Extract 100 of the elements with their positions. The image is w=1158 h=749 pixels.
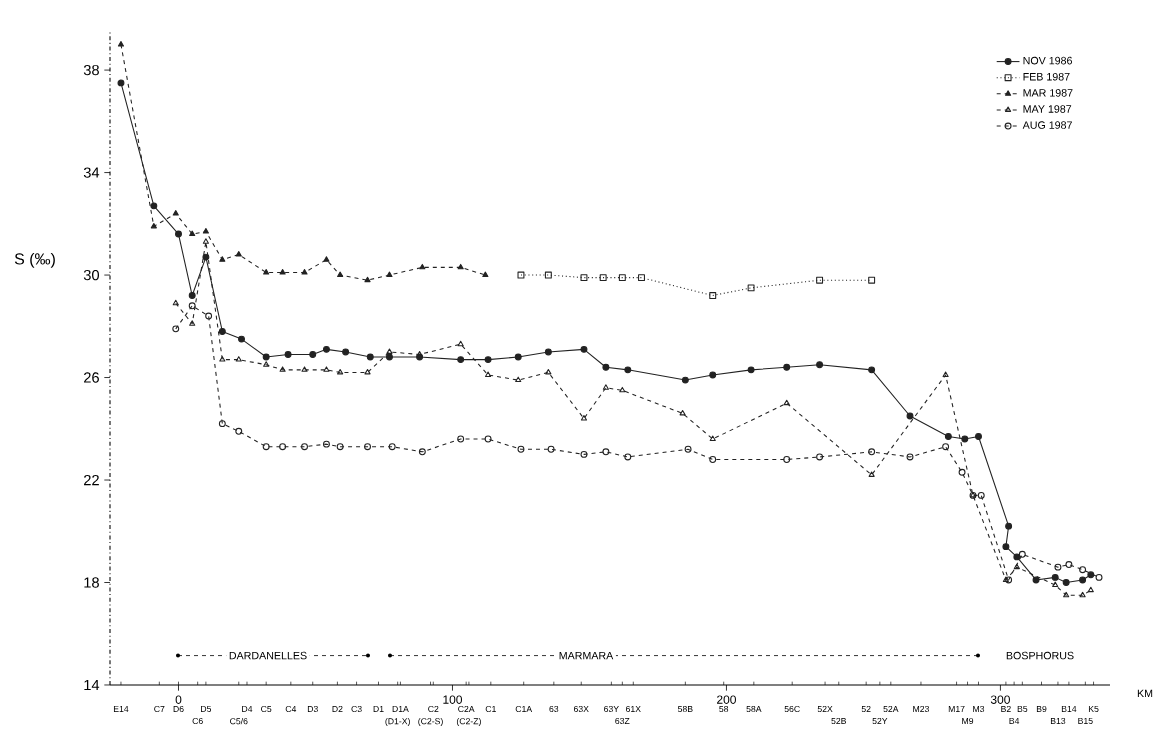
point <box>545 368 552 375</box>
text: D5 <box>201 705 212 712</box>
point <box>117 79 125 87</box>
text: C5/6 <box>230 717 248 725</box>
x-axis-title: KM <box>1137 689 1153 698</box>
x-tick-label: 0 <box>175 695 182 704</box>
point <box>783 363 791 371</box>
point <box>150 202 158 210</box>
point <box>619 386 626 393</box>
point <box>1079 566 1087 574</box>
point <box>599 274 607 282</box>
text: C6 <box>192 717 203 725</box>
point <box>868 471 875 477</box>
point <box>385 353 393 361</box>
point <box>301 366 308 372</box>
point <box>906 453 914 461</box>
annotation: MARMARA <box>559 651 614 660</box>
text: B4 <box>1009 717 1020 724</box>
point <box>1054 563 1062 571</box>
text: 58B <box>677 705 693 713</box>
legend-label: FEB 1987 <box>1023 72 1070 81</box>
legend-label: MAY 1987 <box>1023 105 1072 113</box>
point <box>323 366 330 372</box>
point <box>684 445 692 453</box>
point <box>906 412 914 420</box>
point <box>515 376 522 383</box>
point <box>189 320 196 326</box>
point <box>482 271 489 278</box>
point <box>1087 586 1094 593</box>
point <box>279 366 286 372</box>
point <box>961 435 969 443</box>
text: D1 <box>373 705 384 712</box>
point <box>117 40 125 47</box>
point <box>602 384 609 390</box>
text: D4 <box>242 705 253 712</box>
y-axis-title: S (‰) <box>14 252 55 268</box>
point <box>457 340 464 347</box>
text: D2 <box>332 705 343 712</box>
point <box>1079 591 1086 598</box>
point <box>322 440 330 448</box>
y-tick-label: 14 <box>84 679 100 691</box>
legend-label: AUG 1987 <box>1022 121 1072 129</box>
point <box>336 443 344 451</box>
point <box>188 302 196 310</box>
point <box>816 361 824 369</box>
text: 63 <box>549 705 559 713</box>
point <box>342 348 350 356</box>
point <box>218 327 226 335</box>
point <box>1065 561 1073 569</box>
point <box>301 269 308 275</box>
y-tick-label: 38 <box>83 64 99 76</box>
point <box>219 256 226 262</box>
point <box>624 366 632 374</box>
text: 63Y <box>604 705 619 713</box>
text: E14 <box>113 705 129 712</box>
legend-label: NOV 1986 <box>1023 56 1072 65</box>
point <box>238 335 245 343</box>
text: M23 <box>913 705 929 713</box>
point <box>517 445 525 453</box>
point <box>514 353 522 361</box>
text: 58 <box>719 705 729 713</box>
point <box>484 356 492 364</box>
point <box>580 415 588 421</box>
point <box>235 251 242 257</box>
point <box>618 274 626 282</box>
point <box>709 456 717 463</box>
text: 61X <box>626 705 641 713</box>
point <box>172 325 180 333</box>
annotation: BOSPHORUS <box>1006 651 1074 660</box>
point <box>1052 581 1059 588</box>
text: C4 <box>285 705 297 713</box>
point <box>942 443 950 451</box>
legend-label: MAR 1987 <box>1023 89 1073 97</box>
point <box>366 353 374 361</box>
point <box>602 448 610 456</box>
point <box>175 230 182 238</box>
text: (C2-Z) <box>456 717 481 726</box>
point <box>709 435 716 442</box>
text: 58A <box>746 705 762 713</box>
point <box>388 443 396 451</box>
point <box>602 363 610 371</box>
point <box>485 371 492 377</box>
text: C5 <box>261 705 272 713</box>
point <box>386 348 393 354</box>
y-tick-label: 22 <box>84 474 99 486</box>
text: 56C <box>784 705 800 713</box>
point <box>1095 573 1103 581</box>
point <box>263 361 270 367</box>
text: C2A <box>458 705 475 713</box>
point <box>1005 576 1013 584</box>
point <box>418 448 426 456</box>
point <box>868 448 876 456</box>
text: B9 <box>1036 705 1047 713</box>
point <box>457 435 465 443</box>
point <box>1013 553 1021 561</box>
point <box>235 427 243 435</box>
point <box>975 432 982 440</box>
x-tick-label: 300 <box>990 695 1010 704</box>
text: D6 <box>173 705 184 713</box>
point <box>1018 550 1026 558</box>
